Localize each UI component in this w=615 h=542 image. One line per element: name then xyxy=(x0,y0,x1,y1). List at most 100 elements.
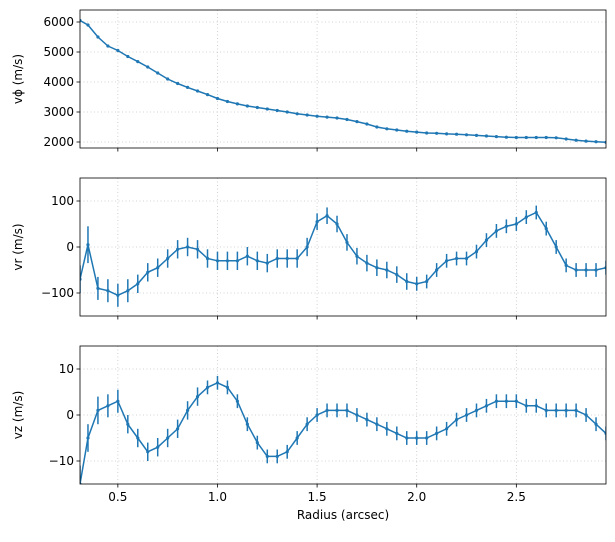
data-point xyxy=(395,273,399,277)
data-point xyxy=(245,254,249,258)
data-point xyxy=(255,441,259,445)
data-point xyxy=(106,404,110,408)
data-point xyxy=(544,227,548,231)
data-point xyxy=(235,259,240,263)
data-point xyxy=(176,81,180,86)
data-point xyxy=(335,116,339,120)
data-point xyxy=(166,436,170,440)
data-point xyxy=(185,408,190,412)
data-point xyxy=(335,408,339,412)
data-point xyxy=(86,243,90,247)
data-point xyxy=(295,112,299,116)
data-point xyxy=(494,399,499,403)
data-point xyxy=(136,60,140,64)
y-tick-label: 0 xyxy=(66,240,74,254)
data-point xyxy=(325,115,329,119)
data-line xyxy=(80,211,606,297)
data-point xyxy=(435,131,439,135)
data-point xyxy=(405,436,409,440)
data-point xyxy=(136,436,140,440)
y-tick-label: 5000 xyxy=(43,45,74,59)
data-point xyxy=(176,427,180,431)
data-point xyxy=(554,245,558,249)
data-point xyxy=(305,245,309,249)
x-tick-label: 0.5 xyxy=(108,490,127,504)
y-axis-label: vϕ (m/s) xyxy=(11,54,25,104)
data-point xyxy=(415,436,419,440)
data-point xyxy=(325,408,329,412)
data-point xyxy=(205,385,210,389)
x-tick-label: 2.0 xyxy=(407,490,426,504)
data-point xyxy=(235,399,240,403)
data-point xyxy=(156,445,160,449)
data-point xyxy=(335,222,339,226)
data-point xyxy=(534,135,538,140)
data-point xyxy=(454,256,459,261)
data-point xyxy=(385,427,389,431)
y-tick-label: −100 xyxy=(41,286,74,300)
y-tick-label: 10 xyxy=(59,362,74,376)
data-point xyxy=(564,408,568,412)
data-point xyxy=(255,105,259,110)
y-tick-label: 100 xyxy=(51,194,74,208)
data-point xyxy=(245,104,249,108)
data-point xyxy=(474,250,479,254)
data-point xyxy=(594,140,598,144)
data-point xyxy=(514,399,518,403)
data-point xyxy=(195,247,200,251)
data-point xyxy=(146,450,150,454)
data-point xyxy=(554,408,558,412)
data-point xyxy=(166,256,170,261)
data-point xyxy=(156,266,160,270)
data-point xyxy=(395,431,399,435)
data-point xyxy=(454,132,459,136)
data-point xyxy=(584,139,588,143)
data-point xyxy=(544,408,548,412)
data-point xyxy=(474,133,479,137)
data-point xyxy=(205,93,210,97)
data-point xyxy=(584,413,588,417)
data-point xyxy=(146,270,150,274)
data-point xyxy=(534,404,538,408)
data-point xyxy=(594,422,598,426)
data-point xyxy=(126,54,130,59)
data-point xyxy=(255,259,259,263)
y-tick-label: 6000 xyxy=(43,15,74,29)
plot-area xyxy=(80,18,606,144)
data-point xyxy=(136,282,140,286)
data-point xyxy=(185,85,190,89)
data-point xyxy=(275,108,279,113)
data-point xyxy=(126,289,130,293)
data-point xyxy=(126,422,130,426)
data-point xyxy=(544,135,548,140)
data-point xyxy=(484,238,489,242)
axes-frame xyxy=(79,177,607,317)
data-point xyxy=(195,89,200,93)
data-point xyxy=(355,413,359,417)
data-point xyxy=(524,404,528,408)
data-point xyxy=(166,77,170,81)
data-point xyxy=(295,256,299,261)
data-point xyxy=(484,404,489,408)
data-point xyxy=(504,135,508,139)
data-point xyxy=(395,128,399,132)
data-point xyxy=(215,96,220,101)
y-tick-label: 3000 xyxy=(43,105,74,119)
data-point xyxy=(156,71,160,75)
data-point xyxy=(484,134,489,138)
data-point xyxy=(96,408,100,412)
data-point xyxy=(584,268,588,272)
data-point xyxy=(385,127,389,131)
data-point xyxy=(365,418,369,422)
data-point xyxy=(295,436,299,440)
data-point xyxy=(375,125,379,129)
data-point xyxy=(325,214,329,218)
data-point xyxy=(265,107,269,111)
data-point xyxy=(305,422,309,426)
data-point xyxy=(285,256,289,261)
data-line xyxy=(80,381,606,484)
data-point xyxy=(265,454,269,458)
data-point xyxy=(435,431,439,435)
data-point xyxy=(425,131,429,135)
